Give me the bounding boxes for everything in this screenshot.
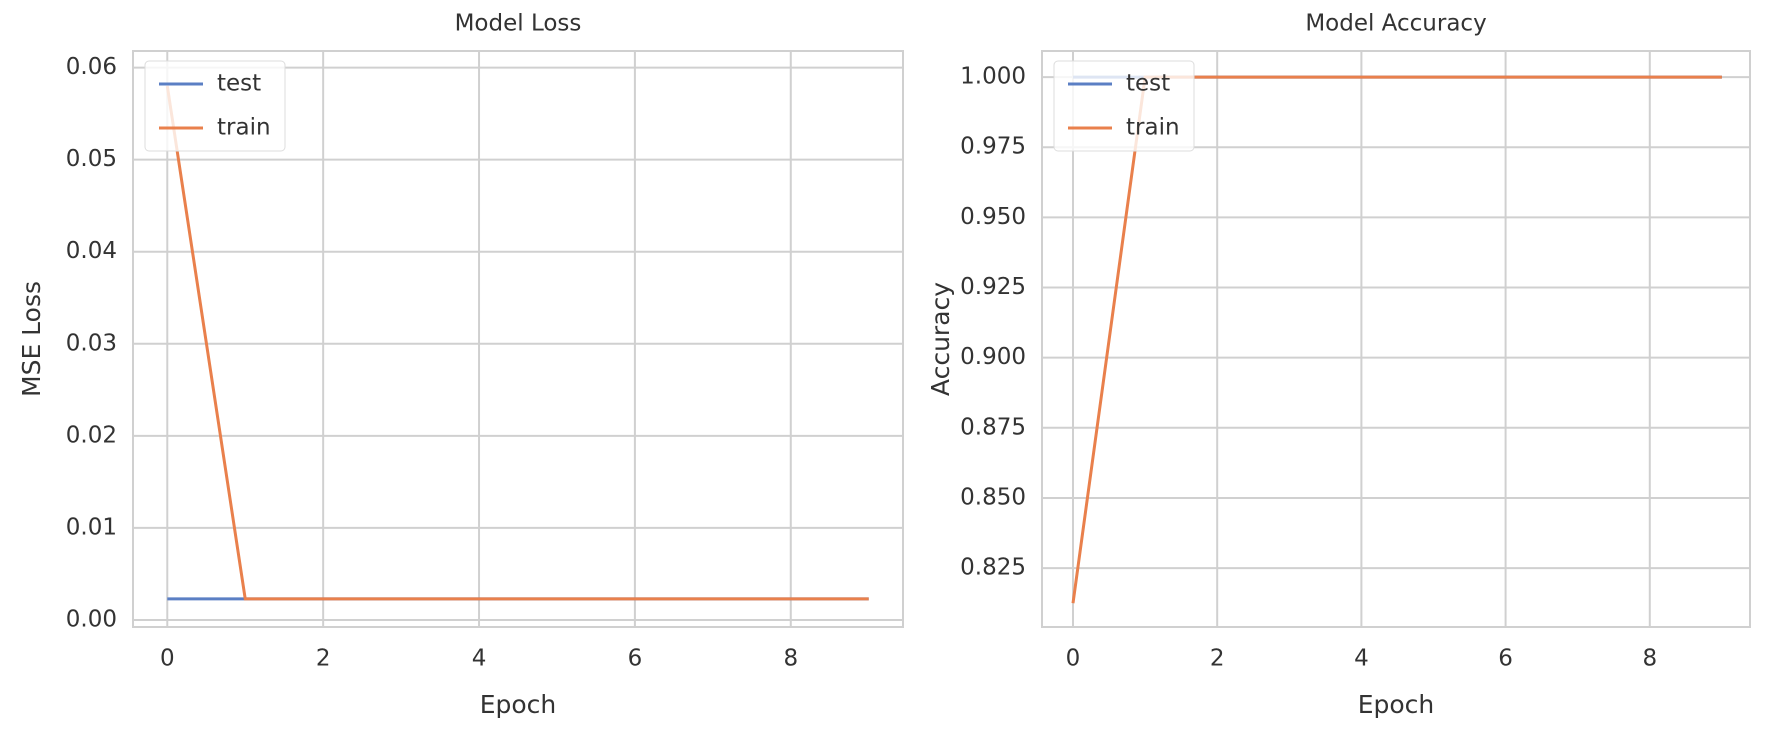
y-tick-label: 0.00 <box>66 607 117 633</box>
y-axis-label: MSE Loss <box>17 281 46 397</box>
y-tick-label: 0.975 <box>960 134 1026 160</box>
y-tick-label: 1.000 <box>960 64 1026 90</box>
y-tick-label: 0.850 <box>960 484 1026 510</box>
x-tick-label: 2 <box>1210 646 1225 672</box>
y-tick-label: 0.04 <box>66 238 117 264</box>
chart-panel: 0.00 0.01 0.02 0.03 0.04 0.05 0.06 0 2 4 6 8 Model L… <box>17 11 904 719</box>
y-tick-label: 0.900 <box>960 344 1026 370</box>
y-tick-label: 0.03 <box>66 330 117 356</box>
y-tick-label: 0.02 <box>66 422 117 448</box>
chart-panel: 0.825 0.850 0.875 0.900 0.925 0.950 0.975 1.000… <box>926 11 1751 719</box>
x-tick-label: 4 <box>472 646 487 672</box>
y-tick-label: 0.06 <box>66 54 117 80</box>
data-line <box>165 85 869 601</box>
legend-label: train <box>217 115 271 141</box>
y-tick-label: 0.05 <box>66 146 117 172</box>
legend-label: test <box>1126 71 1170 97</box>
chart-title: Model Loss <box>455 11 582 37</box>
x-tick-label: 4 <box>1354 646 1369 672</box>
x-tick-label: 8 <box>783 646 798 672</box>
x-tick-label: 8 <box>1642 646 1657 672</box>
y-tick-label: 0.825 <box>960 555 1026 581</box>
y-tick-label: 0.01 <box>66 514 117 540</box>
chart-title: Model Accuracy <box>1305 11 1486 37</box>
y-axis-label: Accuracy <box>926 282 955 396</box>
x-tick-label: 2 <box>316 646 331 672</box>
x-axis-label: Epoch <box>1358 690 1435 719</box>
y-tick-label: 0.925 <box>960 274 1026 300</box>
x-tick-label: 0 <box>160 646 175 672</box>
y-tick-label: 0.875 <box>960 414 1026 440</box>
x-tick-label: 6 <box>628 646 643 672</box>
x-tick-label: 6 <box>1498 646 1513 672</box>
y-tick-label: 0.950 <box>960 204 1026 230</box>
legend-label: train <box>1126 115 1180 141</box>
x-tick-label: 0 <box>1066 646 1081 672</box>
x-axis-label: Epoch <box>480 690 557 719</box>
legend-label: test <box>217 71 261 97</box>
